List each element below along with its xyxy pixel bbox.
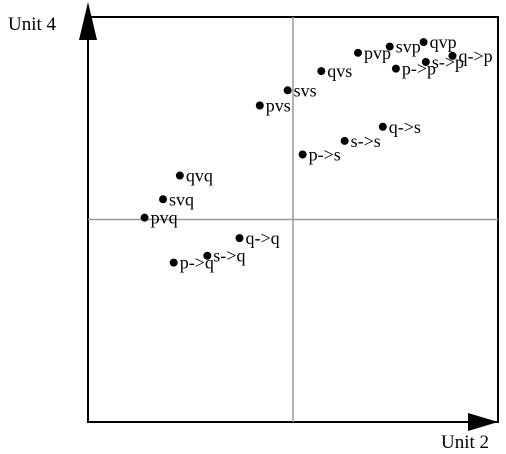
- point-s->p: [421, 57, 430, 66]
- point-label-s->q: s->q: [213, 246, 245, 266]
- point-q->s: [378, 122, 387, 131]
- point-pvq: [140, 213, 149, 222]
- point-label-svq: svq: [169, 189, 194, 209]
- point-label-p->s: p->s: [309, 144, 341, 164]
- point-label-q->q: q->q: [245, 228, 279, 248]
- point-label-p->p: p->p: [402, 59, 436, 79]
- point-svq: [159, 195, 168, 204]
- point-label-svp: svp: [396, 37, 421, 57]
- x-axis-label: Unit 2: [441, 432, 489, 453]
- point-label-s->p: s->p: [432, 52, 464, 72]
- point-label-qvq: qvq: [186, 166, 213, 186]
- point-q->q: [235, 234, 244, 243]
- point-p->q: [169, 258, 178, 267]
- point-label-q->p: q->p: [458, 46, 492, 66]
- y-axis-label: Unit 4: [8, 14, 57, 35]
- point-svs: [283, 86, 292, 95]
- point-p->s: [298, 150, 307, 159]
- point-pvs: [255, 101, 264, 110]
- point-label-pvs: pvs: [266, 95, 291, 115]
- point-s->q: [203, 251, 212, 260]
- point-qvq: [175, 171, 184, 180]
- point-svp: [385, 42, 394, 51]
- point-label-svs: svs: [294, 80, 317, 100]
- x-axis-arrow: [468, 413, 498, 431]
- point-label-q->s: q->s: [389, 117, 421, 137]
- point-label-s->s: s->s: [351, 131, 381, 151]
- y-axis-arrow: [79, 2, 97, 40]
- point-label-pvp: pvp: [364, 43, 391, 63]
- point-q->p: [448, 51, 457, 60]
- point-pvp: [353, 48, 362, 57]
- point-s->s: [340, 136, 349, 145]
- point-p->p: [391, 64, 400, 73]
- point-qvs: [317, 67, 326, 76]
- point-label-p->q: p->q: [180, 253, 214, 273]
- point-label-qvp: qvp: [430, 32, 457, 52]
- point-label-qvs: qvs: [327, 61, 352, 81]
- point-qvp: [419, 38, 428, 47]
- point-label-pvq: pvq: [151, 208, 178, 228]
